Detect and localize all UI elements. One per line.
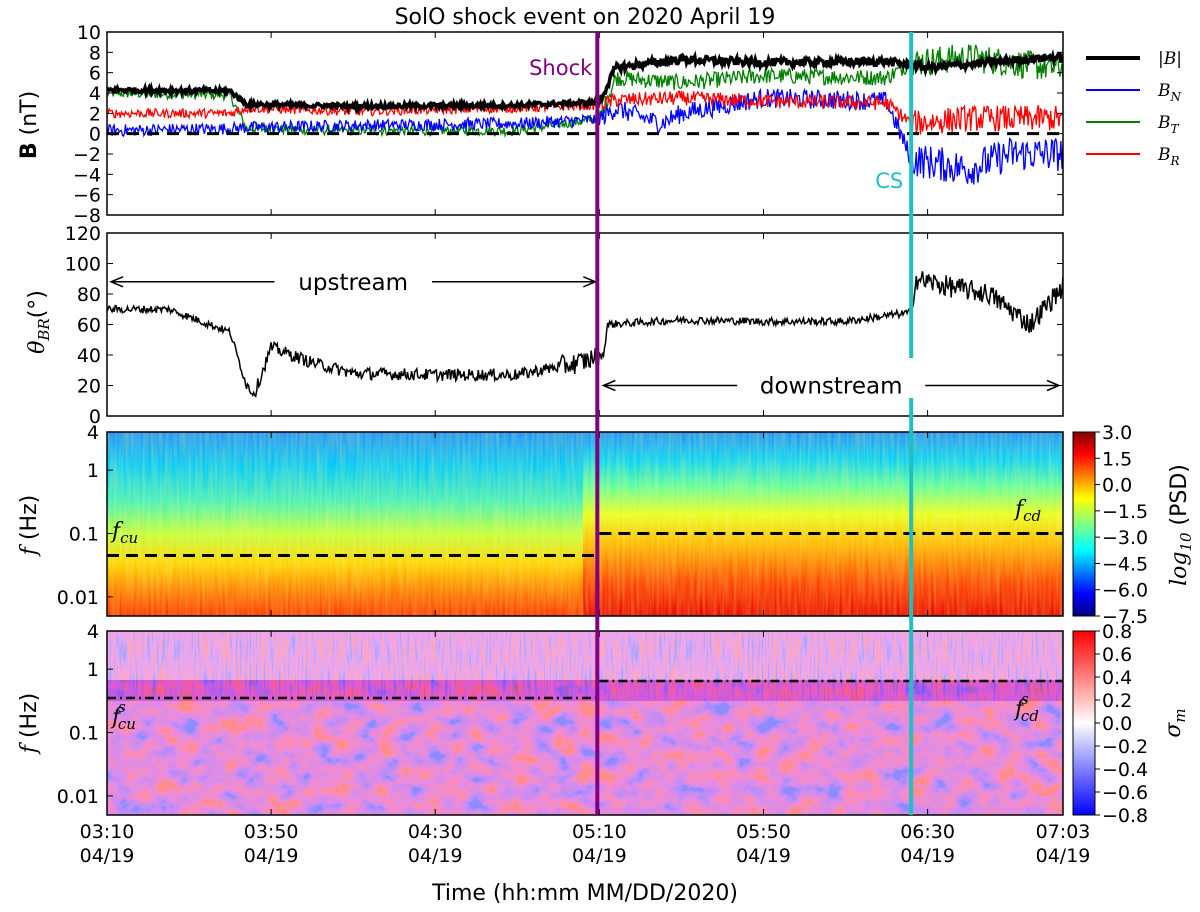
series-theta-br	[107, 271, 1063, 398]
x-tick-time: 05:10	[572, 821, 627, 843]
series-bmag-	[107, 49, 1063, 116]
f-y-tick: 0.01	[57, 587, 99, 609]
colorbar-tick: −4.5	[1102, 553, 1148, 575]
theta-br-panel: 120 100 80 60 40 20 0 θBR(°) upstream downstrea…	[25, 223, 1064, 428]
theta-y-tick: 60	[77, 315, 101, 337]
b-y-tick: 8	[89, 42, 101, 64]
f-y-tick: 1	[87, 659, 99, 681]
series-b_t	[107, 44, 1063, 139]
sigma-f-axis-label: f (Hz)	[17, 693, 42, 755]
figure-title: SolO shock event on 2020 April 19	[395, 5, 776, 30]
fcds-label: fs cd	[1013, 690, 1039, 725]
colorbar-tick: −6.0	[1102, 580, 1148, 602]
theta-y-tick: 20	[77, 376, 101, 398]
legend: |B| BN BT BR	[1086, 49, 1182, 168]
x-tick-time: 06:30	[900, 821, 955, 843]
colorbar-tick: 0.8	[1102, 621, 1132, 643]
psd-f-axis-label: f (Hz)	[17, 495, 42, 557]
b-y-tick: −8	[73, 205, 101, 227]
sigma-colorbar	[1072, 630, 1096, 816]
colorbar-tick: −0.8	[1102, 805, 1148, 827]
sigma-blob-texture	[107, 680, 1063, 815]
x-tick-date: 04/19	[572, 845, 627, 867]
sigma-m-panel: 4 1 0.1 0.01 f (Hz) fs cu fs cd 0.80.60.40.20…	[17, 621, 1189, 827]
theta-axis-label: θBR(°)	[25, 290, 53, 354]
f-y-tick: 4	[87, 621, 99, 643]
f-y-tick: 4	[87, 422, 99, 444]
colorbar-tick: 0.0	[1102, 475, 1132, 497]
x-tick-date: 04/19	[408, 845, 463, 867]
legend-label: BR	[1157, 145, 1180, 168]
b-y-tick: −2	[73, 144, 101, 166]
b-y-tick: −6	[73, 185, 101, 207]
cs-label: CS	[875, 169, 903, 193]
b-y-tick: 0	[89, 124, 101, 146]
annotation-downstream: downstream	[760, 374, 903, 400]
f-y-tick: 0.1	[69, 524, 99, 546]
x-tick-date: 04/19	[900, 845, 955, 867]
colorbar-tick: 0.4	[1102, 667, 1132, 689]
sigma-streak-texture	[107, 631, 1063, 701]
x-axis-label: Time (hh:mm MM/DD/2020)	[431, 881, 738, 906]
x-tick-time: 03:50	[244, 821, 299, 843]
b-axis-label: B (nT)	[17, 91, 42, 159]
b-y-tick: −4	[73, 164, 101, 186]
colorbar-tick: −3.0	[1102, 527, 1148, 549]
x-tick-time: 05:50	[736, 821, 791, 843]
psd-texture	[107, 432, 1063, 616]
x-tick-time: 04:30	[408, 821, 463, 843]
b-y-tick: 2	[89, 103, 101, 125]
x-tick-time: 07:03	[1036, 821, 1091, 843]
psd-colorbar-label: log10 (PSD)	[1167, 464, 1195, 586]
theta-y-tick: 40	[77, 345, 101, 367]
shock-label: Shock	[529, 56, 593, 80]
x-tick-date: 04/19	[80, 845, 135, 867]
b-y-tick: 6	[89, 63, 101, 85]
b-y-tick: 4	[89, 83, 101, 105]
legend-label: BN	[1157, 81, 1182, 104]
f-y-tick: 1	[87, 460, 99, 482]
annotation-upstream: upstream	[298, 270, 408, 296]
f-y-tick: 0.1	[69, 723, 99, 745]
colorbar-tick: −1.5	[1102, 501, 1148, 523]
f-y-tick: 0.01	[57, 786, 99, 808]
theta-y-tick: 80	[77, 284, 101, 306]
theta-y-tick: 100	[65, 254, 101, 276]
psd-colorbar	[1072, 431, 1096, 617]
legend-label: |B|	[1158, 49, 1182, 69]
colorbar-tick: −0.4	[1102, 759, 1148, 781]
colorbar-tick: 1.5	[1102, 448, 1132, 470]
fcus-label: fs cu	[110, 698, 136, 733]
colorbar-tick: 0.0	[1102, 713, 1132, 735]
legend-label: BT	[1157, 113, 1180, 136]
x-tick-date: 04/19	[244, 845, 299, 867]
b-y-tick: 10	[77, 22, 101, 44]
x-tick-date: 04/19	[1036, 845, 1091, 867]
psd-spectrogram-panel: 410.10.01 f (Hz) fcu fcd 3.01.50.0−1.5−3…	[17, 422, 1195, 628]
colorbar-tick: 0.2	[1102, 690, 1132, 712]
colorbar-tick: 3.0	[1102, 422, 1132, 444]
theta-y-tick: 0	[89, 406, 101, 428]
series-b_n	[107, 87, 1063, 185]
colorbar-tick: −0.2	[1102, 736, 1148, 758]
x-tick-date: 04/19	[736, 845, 791, 867]
colorbar-tick: 0.6	[1102, 644, 1132, 666]
sigma-colorbar-label: σm	[1161, 708, 1189, 737]
x-tick-time: 03:10	[80, 821, 135, 843]
theta-y-tick: 120	[65, 223, 101, 245]
colorbar-tick: −0.6	[1102, 782, 1148, 804]
colorbar-tick: −7.5	[1102, 606, 1148, 628]
